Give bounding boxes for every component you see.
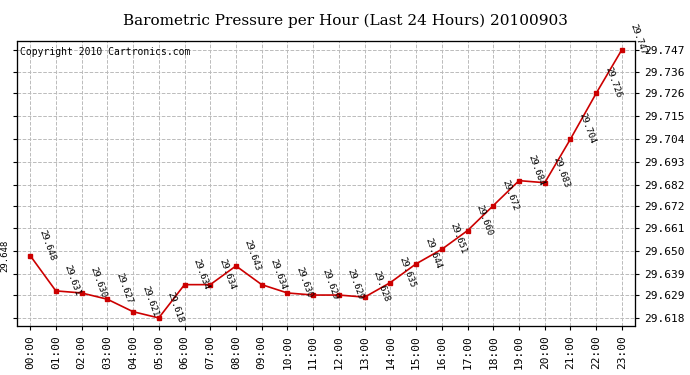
Text: 29.621: 29.621 — [140, 285, 159, 318]
Text: 29.631: 29.631 — [63, 264, 82, 297]
Text: 29.644: 29.644 — [423, 237, 442, 270]
Text: 29.651: 29.651 — [448, 222, 469, 255]
Text: 29.684: 29.684 — [526, 153, 545, 187]
Text: 29.648: 29.648 — [37, 228, 57, 262]
Text: 29.747: 29.747 — [629, 22, 649, 56]
Text: 29.643: 29.643 — [243, 239, 262, 272]
Text: 29.628: 29.628 — [372, 270, 391, 303]
Text: 29.726: 29.726 — [603, 66, 622, 99]
Text: 29.704: 29.704 — [578, 112, 597, 145]
Text: 29.634: 29.634 — [268, 257, 288, 291]
Text: 29.630: 29.630 — [88, 266, 108, 299]
Text: 29.634: 29.634 — [191, 257, 211, 291]
Text: 29.672: 29.672 — [500, 178, 520, 212]
Text: 29.660: 29.660 — [475, 203, 494, 237]
Text: Barometric Pressure per Hour (Last 24 Hours) 20100903: Barometric Pressure per Hour (Last 24 Ho… — [123, 13, 567, 27]
Text: 29.635: 29.635 — [397, 255, 417, 289]
Text: 29.648: 29.648 — [1, 239, 10, 272]
Text: 29.683: 29.683 — [552, 156, 571, 189]
Text: 29.627: 29.627 — [115, 272, 134, 305]
Text: 29.629: 29.629 — [346, 268, 365, 301]
Text: 29.629: 29.629 — [320, 268, 339, 301]
Text: Copyright 2010 Cartronics.com: Copyright 2010 Cartronics.com — [20, 47, 190, 57]
Text: 29.634: 29.634 — [217, 257, 237, 291]
Text: 29.630: 29.630 — [295, 266, 314, 299]
Text: 29.618: 29.618 — [166, 291, 185, 324]
